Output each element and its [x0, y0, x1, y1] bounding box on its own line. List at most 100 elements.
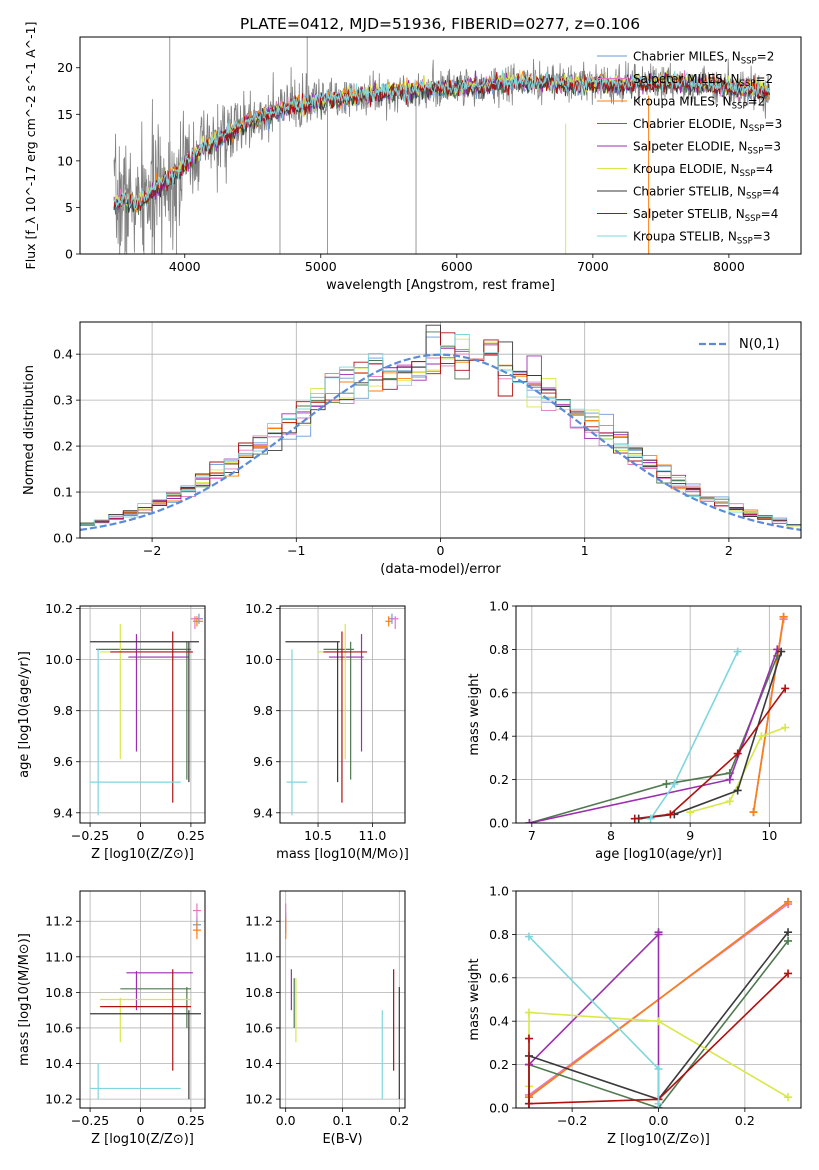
mass-weight-marker [784, 969, 793, 978]
y-tick-label: 9.6 [53, 754, 73, 769]
x-tick-label: 0.1 [333, 1113, 353, 1128]
mass-weight-lines [524, 897, 793, 1108]
mass-weight-marker [757, 732, 766, 741]
errorbar-kroupa-stelib [90, 649, 181, 816]
y-tick-label: 0.6 [489, 685, 509, 700]
axes-frame [515, 605, 802, 824]
errorbars [285, 903, 400, 1100]
y-tick-label: 0.4 [489, 729, 509, 744]
mass-weight-marker [524, 932, 533, 941]
figure-title: PLATE=0412, MJD=51936, FIBERID=0277, z=0… [240, 15, 640, 33]
y-tick-label: 10.8 [45, 985, 73, 1000]
x-tick-label: 4000 [169, 259, 201, 274]
errorbar-salpeter-stelib [110, 631, 193, 803]
x-tick-label: 0.2 [389, 1113, 409, 1128]
errorbars [285, 613, 399, 816]
x-tick-label: 2 [725, 543, 733, 558]
legend-entry: Salpeter ELODIE, NSSP=3 [633, 140, 781, 157]
legend-entry: Salpeter MILES, NSSP=2 [633, 72, 773, 89]
y-tick-label: 10.8 [245, 985, 273, 1000]
errorbar-salpeter-elodie [328, 634, 364, 752]
errorbar-kroupa-stelib [286, 649, 308, 816]
y-axis-label: mass weight [467, 958, 482, 1040]
spectrum-legend: Chabrier MILES, NSSP=2 Salpeter MILES, NS… [597, 50, 782, 247]
axes-frame [79, 890, 206, 1109]
y-tick-label: 9.6 [253, 754, 273, 769]
axes-frame [79, 321, 802, 539]
errorbar-salpeter-elodie [128, 634, 189, 752]
y-tick-label: 0.4 [53, 347, 73, 362]
x-tick-label: −0.2 [557, 1113, 587, 1128]
errorbar-chabrier-stelib [90, 641, 199, 783]
errorbar-kroupa-miles [192, 921, 201, 940]
mass-vs-metallicity-panel: −0.25 0 0.25 10.2 10.4 10.6 10.8 11.0 11.2 Z [log… [17, 890, 206, 1147]
spectrum-lines [113, 37, 770, 254]
y-tick-label: 10.4 [45, 1056, 73, 1071]
x-tick-label: 9 [686, 828, 694, 843]
y-tick-label: 15 [57, 107, 73, 122]
y-tick-label: 0.2 [53, 439, 73, 454]
y-tick-label: 10.2 [45, 1092, 73, 1107]
mass-weight-marker [646, 814, 655, 823]
legend-entry: Chabrier MILES, NSSP=2 [633, 50, 774, 67]
axes-frame [79, 36, 802, 255]
legend-entry: Kroupa STELIB, NSSP=3 [633, 230, 771, 247]
x-tick-label: 10 [761, 828, 777, 843]
y-tick-label: 10.6 [245, 1020, 273, 1035]
errorbars [90, 613, 203, 816]
mass-weight-marker [784, 936, 793, 945]
y-tick-label: 11.2 [45, 914, 73, 929]
y-tick-label: 10.0 [45, 652, 73, 667]
mass-weight-line-salpeter-stelib [528, 972, 789, 1105]
mass-weight-marker [524, 1034, 533, 1043]
x-axis-label: mass [log10(M/M⊙)] [276, 847, 409, 862]
y-tick-label: 0.4 [489, 1014, 509, 1029]
mass-weight-marker [733, 647, 742, 656]
y-axis-label: age [log10(age/yr)] [17, 651, 32, 778]
y-tick-label: 0 [65, 247, 73, 262]
y-tick-label: 0.0 [53, 531, 73, 546]
errorbar-kroupa-miles [385, 616, 392, 627]
model-spectrum-kroupa-stelib [113, 70, 770, 210]
mass-weight-line-chabrier-stelib [638, 651, 782, 820]
mass-weight-marker [733, 786, 742, 795]
x-tick-label: 0.2 [735, 1113, 755, 1128]
mass-weight-marker [784, 928, 793, 937]
mass-weight-marker [725, 775, 734, 784]
y-tick-label: 9.8 [53, 703, 73, 718]
y-tick-label: 1.0 [489, 599, 509, 614]
y-tick-label: 10 [57, 153, 73, 168]
y-axis-label: Flux [f_λ 10^-17 erg cm^-2 s^-1 A^-1] [23, 22, 38, 270]
x-tick-label: −2 [143, 543, 161, 558]
x-tick-label: −1 [287, 543, 305, 558]
x-tick-label: 8000 [713, 259, 745, 274]
errorbar-kroupa-elodie [318, 623, 348, 760]
legend-entry: Kroupa ELODIE, NSSP=4 [633, 162, 773, 179]
x-tick-label: 0.25 [177, 828, 205, 843]
x-axis-label: wavelength [Angstrom, rest frame] [326, 278, 555, 293]
y-axis-label: mass weight [467, 673, 482, 755]
mass-weight-line-kroupa-miles [752, 616, 785, 813]
errorbar-kroupa-elodie [100, 623, 189, 760]
mass-weight-vs-age-panel: 7 8 9 10 0.0 0.2 0.4 0.6 0.8 1.0 age [log10(age/yr… [467, 599, 802, 862]
y-tick-label: 0.0 [489, 816, 509, 831]
mass-weight-marker [524, 1099, 533, 1108]
y-tick-label: 10.2 [45, 601, 73, 616]
mass-weight-marker [654, 1099, 663, 1108]
y-tick-label: 5 [65, 200, 73, 215]
residuals-legend: N(0,1) [699, 337, 780, 352]
errorbar-chabrier-elodie [120, 987, 191, 1028]
x-tick-label: 6000 [441, 259, 473, 274]
x-tick-label: −0.25 [71, 828, 109, 843]
errorbar-salpeter-miles [192, 903, 201, 920]
errorbar-kroupa-elodie [100, 997, 191, 1043]
x-tick-label: 8 [607, 828, 615, 843]
mass-weight-marker [781, 684, 790, 693]
y-tick-label: 11.0 [45, 949, 73, 964]
legend-entry: Chabrier STELIB, NSSP=4 [633, 185, 780, 202]
y-tick-label: 9.8 [253, 703, 273, 718]
x-tick-label: 0 [137, 828, 145, 843]
axes-frame [279, 605, 406, 824]
x-tick-label: 0 [137, 1113, 145, 1128]
mass-weight-marker [654, 1064, 663, 1073]
